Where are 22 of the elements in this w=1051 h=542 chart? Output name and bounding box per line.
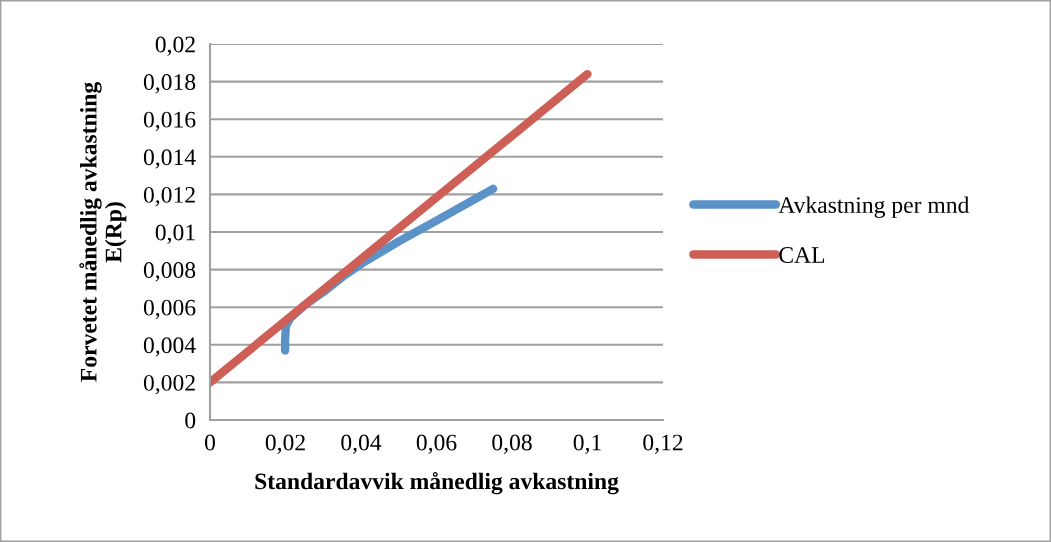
- legend-label: CAL: [779, 247, 825, 263]
- x-tick-label: 0,1: [573, 434, 601, 454]
- x-tick-label: 0,08: [492, 434, 532, 454]
- y-tick-label: 0,008: [143, 262, 196, 282]
- y-axis-title: Forvetet månedlig avkastning E(Rp): [79, 82, 127, 382]
- y-tick-label: 0,016: [143, 111, 196, 132]
- x-tick-label: 0,12: [643, 434, 683, 454]
- x-axis-title: Standardavvik månedlig avkastning: [255, 471, 619, 495]
- legend-label: Avkastning per mnd: [778, 196, 970, 218]
- y-tick-label: 0,004: [143, 337, 196, 357]
- x-tick-label: 0: [205, 434, 215, 451]
- y-tick-label: 0,012: [143, 186, 195, 207]
- y-tick-label: 0,01: [155, 224, 195, 244]
- y-tick-label: 0,02: [155, 36, 195, 56]
- x-tick-label: 0,06: [416, 434, 457, 454]
- y-tick-label: 0: [185, 412, 196, 429]
- y-tick-label: 0,002: [143, 374, 195, 395]
- x-tick-label: 0,02: [265, 434, 305, 454]
- y-tick-label: 0,006: [143, 299, 196, 320]
- y-tick-label: 0,018: [143, 74, 196, 94]
- x-tick-label: 0,04: [341, 434, 382, 454]
- y-tick-label: 0,014: [143, 149, 196, 169]
